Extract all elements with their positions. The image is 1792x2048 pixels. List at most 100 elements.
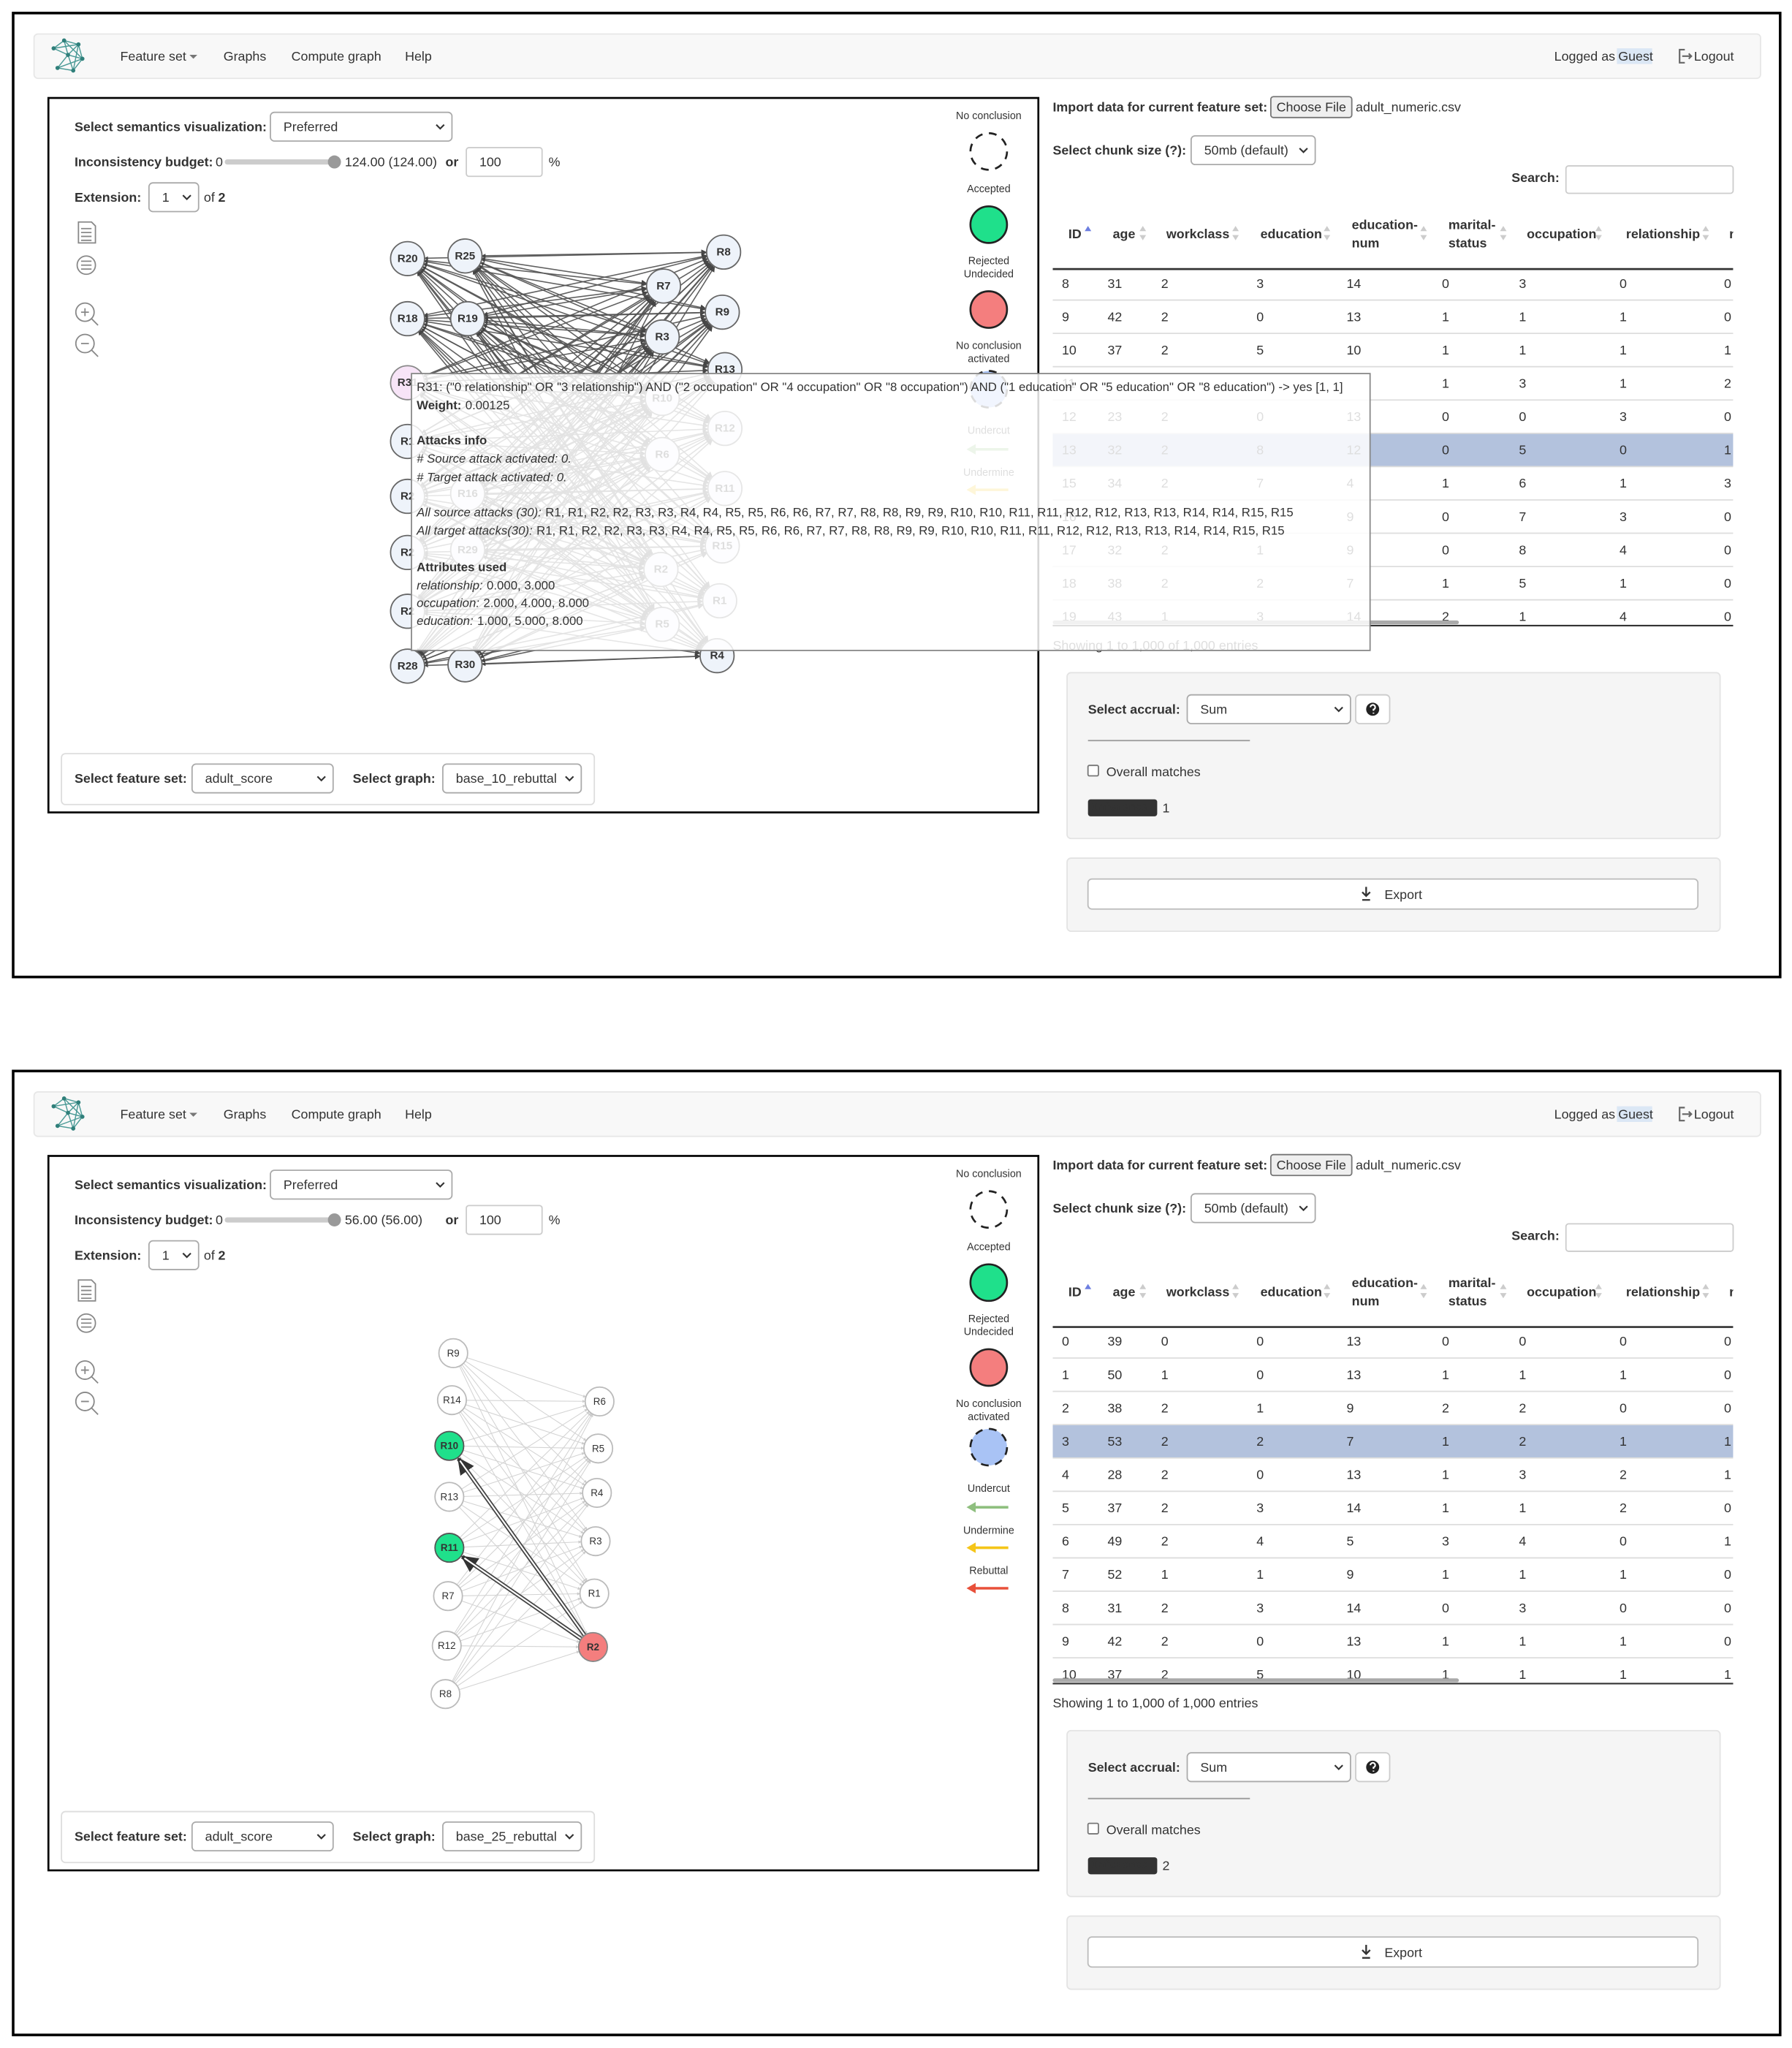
user-name[interactable]: Guest bbox=[1618, 1107, 1653, 1121]
node-label[interactable]: R28 bbox=[398, 660, 418, 672]
select-value[interactable]: 50mb (default) bbox=[1204, 1201, 1288, 1215]
select-box[interactable] bbox=[1190, 1193, 1316, 1224]
node-circle[interactable] bbox=[582, 1477, 612, 1509]
argument-node[interactable]: R3 bbox=[580, 1526, 611, 1557]
select-value[interactable]: base_10_rebuttal bbox=[456, 771, 557, 786]
node-circle[interactable] bbox=[584, 1386, 615, 1416]
argument-node[interactable]: R7 bbox=[433, 1581, 463, 1612]
node-label[interactable]: R19 bbox=[458, 313, 478, 325]
select-box[interactable] bbox=[148, 1240, 200, 1270]
nav-item[interactable]: Compute graph bbox=[292, 49, 381, 64]
export-button[interactable] bbox=[1087, 1936, 1699, 1968]
copy-icon[interactable] bbox=[77, 221, 96, 244]
column-header[interactable]: marital- bbox=[1449, 217, 1496, 232]
select-value[interactable]: Preferred bbox=[284, 1177, 338, 1192]
select-value[interactable]: adult_score bbox=[205, 1829, 273, 1845]
checkbox-label[interactable]: Overall matches bbox=[1106, 765, 1201, 779]
node-label[interactable]: R14 bbox=[443, 1395, 461, 1406]
argument-node[interactable]: R20 bbox=[390, 240, 425, 276]
extension-select[interactable]: 1 bbox=[148, 182, 200, 213]
node-label[interactable]: R2 bbox=[587, 1642, 599, 1653]
export-label[interactable]: Export bbox=[1384, 1946, 1422, 1960]
select-value[interactable]: Sum bbox=[1200, 702, 1227, 716]
column-header[interactable]: education- bbox=[1352, 217, 1418, 232]
node-label[interactable]: R18 bbox=[398, 313, 418, 325]
node-circle[interactable] bbox=[583, 1433, 614, 1464]
node-label[interactable]: R7 bbox=[442, 1590, 455, 1601]
node-label[interactable]: R10 bbox=[441, 1441, 459, 1452]
nav-item[interactable]: Graphs bbox=[224, 1107, 267, 1121]
node-label[interactable]: R3 bbox=[589, 1536, 601, 1547]
placeholder[interactable]: 100 bbox=[479, 155, 501, 170]
argument-node[interactable]: R3 bbox=[645, 319, 680, 355]
list-icon[interactable] bbox=[76, 1313, 96, 1333]
select-box[interactable] bbox=[1186, 1752, 1351, 1783]
nav-item[interactable]: Feature set bbox=[121, 1107, 186, 1121]
node-circle[interactable] bbox=[433, 1581, 463, 1612]
node-label[interactable]: R8 bbox=[439, 1688, 452, 1699]
node-circle[interactable] bbox=[430, 1679, 461, 1710]
placeholder[interactable]: 100 bbox=[479, 1213, 501, 1227]
percent-input[interactable] bbox=[466, 1205, 543, 1235]
node-label[interactable]: R7 bbox=[656, 280, 670, 292]
nav-item[interactable]: Graphs bbox=[224, 49, 267, 64]
column-header[interactable]: education bbox=[1261, 227, 1322, 241]
list-icon[interactable] bbox=[76, 255, 96, 276]
node-circle[interactable] bbox=[580, 1526, 611, 1557]
column-header[interactable]: workclass bbox=[1166, 1284, 1229, 1299]
extension-select[interactable]: 1 bbox=[148, 1240, 200, 1270]
argument-node[interactable]: R1 bbox=[579, 1578, 610, 1609]
zoom-in[interactable] bbox=[75, 302, 95, 322]
column-header[interactable]: status bbox=[1449, 235, 1487, 250]
column-header[interactable]: r bbox=[1729, 227, 1734, 241]
file-button[interactable] bbox=[1269, 96, 1353, 118]
node-circle[interactable] bbox=[705, 234, 742, 270]
node-circle[interactable] bbox=[390, 300, 425, 337]
file-button-label[interactable]: Choose File bbox=[1277, 1158, 1346, 1172]
argument-node[interactable]: R19 bbox=[449, 300, 485, 337]
checkbox[interactable] bbox=[1087, 765, 1099, 777]
semantics-select[interactable]: Preferred bbox=[270, 111, 453, 142]
file-button[interactable] bbox=[1269, 1153, 1353, 1177]
argument-node[interactable]: R9 bbox=[438, 1338, 468, 1368]
node-circle[interactable] bbox=[577, 1631, 608, 1662]
file-button-label[interactable]: Choose File bbox=[1277, 100, 1346, 115]
select-box[interactable] bbox=[191, 763, 334, 794]
column-header[interactable]: age bbox=[1113, 227, 1136, 241]
column-header[interactable]: workclass bbox=[1166, 227, 1229, 241]
user-name[interactable]: Guest bbox=[1618, 49, 1653, 64]
column-header[interactable]: relationship bbox=[1626, 1284, 1700, 1299]
node-circle[interactable] bbox=[390, 240, 425, 276]
feature-set-select[interactable]: adult_score bbox=[191, 763, 334, 794]
argument-node[interactable]: R12 bbox=[431, 1631, 462, 1661]
node-circle[interactable] bbox=[645, 268, 682, 304]
argument-node[interactable]: R4 bbox=[582, 1477, 612, 1509]
accrual-select[interactable]: Sum bbox=[1186, 694, 1351, 724]
column-header[interactable]: r bbox=[1729, 1284, 1734, 1299]
node-label[interactable]: R30 bbox=[455, 659, 475, 671]
argument-node[interactable]: R8 bbox=[705, 234, 742, 270]
node-label[interactable]: R12 bbox=[438, 1640, 456, 1651]
node-circle[interactable] bbox=[579, 1578, 610, 1609]
select-box[interactable] bbox=[148, 182, 200, 213]
select-value[interactable]: 1 bbox=[162, 1248, 170, 1262]
argument-node[interactable]: R2 bbox=[577, 1631, 608, 1662]
select-value[interactable]: Sum bbox=[1200, 1760, 1227, 1775]
column-header[interactable]: education- bbox=[1352, 1275, 1418, 1290]
argument-node[interactable]: R28 bbox=[390, 648, 425, 684]
zoom-in[interactable] bbox=[75, 1360, 95, 1380]
node-label[interactable]: R25 bbox=[455, 250, 475, 262]
argument-node[interactable]: R6 bbox=[584, 1386, 615, 1416]
argument-node[interactable]: R7 bbox=[645, 268, 682, 304]
export-button[interactable] bbox=[1087, 878, 1699, 910]
logo[interactable] bbox=[51, 1096, 85, 1131]
chunk-select[interactable]: 50mb (default) bbox=[1190, 1193, 1316, 1224]
node-label[interactable]: R9 bbox=[447, 1348, 460, 1359]
node-circle[interactable] bbox=[449, 300, 485, 337]
node-label[interactable]: R1 bbox=[588, 1588, 601, 1599]
node-label[interactable]: R6 bbox=[593, 1396, 606, 1407]
node-circle[interactable] bbox=[645, 319, 680, 355]
semantics-select[interactable]: Preferred bbox=[270, 1169, 453, 1200]
column-header[interactable]: occupation bbox=[1527, 227, 1596, 241]
select-value[interactable]: adult_score bbox=[205, 771, 273, 786]
